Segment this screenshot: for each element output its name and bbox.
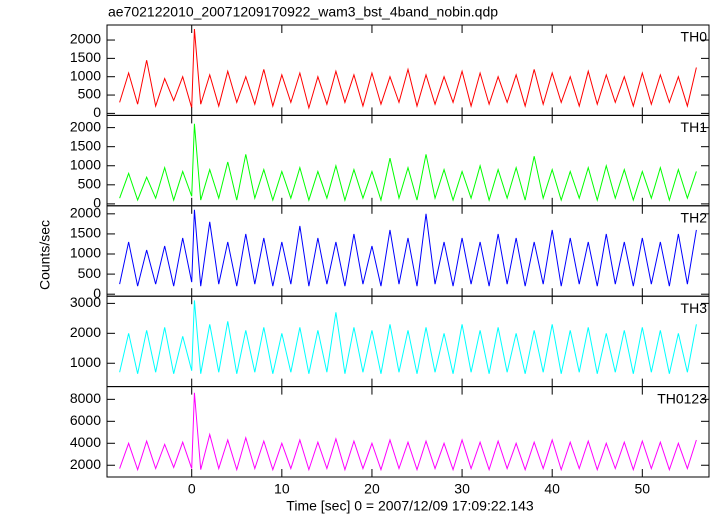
panel-frame	[106, 295, 710, 388]
y-tick-label: 1500	[70, 49, 101, 65]
y-tick-label: 2000	[70, 456, 101, 472]
y-tick-label: 0	[93, 285, 101, 301]
y-tick-label: 2000	[70, 31, 101, 47]
y-tick-label: 1500	[70, 225, 101, 241]
y-tick-label: 500	[78, 176, 102, 192]
series-line	[119, 123, 697, 203]
y-tick-label: 500	[78, 265, 102, 281]
y-tick-label: 3000	[70, 294, 101, 310]
chart-title: ae702122010_20071209170922_wam3_bst_4ban…	[108, 4, 498, 20]
y-tick-label: 1000	[70, 245, 101, 261]
panel-frame	[106, 205, 710, 297]
y-tick-label: 2000	[70, 118, 101, 134]
y-tick-label: 1000	[70, 354, 101, 370]
x-axis-label: Time [sec] 0 = 2007/12/09 17:09:22.143	[286, 498, 534, 514]
panel-frame	[106, 386, 710, 478]
y-tick-label: 2000	[70, 205, 101, 221]
panel-label: TH0123	[657, 390, 707, 406]
series-line	[119, 300, 697, 374]
y-tick-label: 2000	[70, 324, 101, 340]
y-tick-label: 0	[93, 195, 101, 211]
y-tick-label: 1000	[70, 156, 101, 172]
y-tick-label: 1500	[70, 137, 101, 153]
x-tick-label: 20	[364, 481, 380, 497]
y-tick-label: 0	[93, 104, 101, 120]
series-line	[119, 209, 697, 287]
x-tick-label: 30	[454, 481, 470, 497]
y-tick-label: 1000	[70, 67, 101, 83]
panel-label: TH3	[681, 300, 708, 316]
panel-label: TH2	[681, 210, 708, 226]
series-line	[119, 28, 697, 110]
x-tick-label: 10	[274, 481, 290, 497]
y-axis-label: Counts/sec	[37, 220, 53, 290]
x-tick-label: 40	[544, 481, 560, 497]
y-tick-label: 8000	[70, 390, 101, 406]
series-line	[119, 392, 697, 472]
y-tick-label: 4000	[70, 434, 101, 450]
x-tick-label: 0	[188, 481, 196, 497]
y-tick-label: 500	[78, 86, 102, 102]
y-tick-label: 6000	[70, 412, 101, 428]
panel-label: TH1	[681, 119, 708, 135]
panel-label: TH0	[681, 29, 708, 45]
x-tick-label: 50	[635, 481, 651, 497]
